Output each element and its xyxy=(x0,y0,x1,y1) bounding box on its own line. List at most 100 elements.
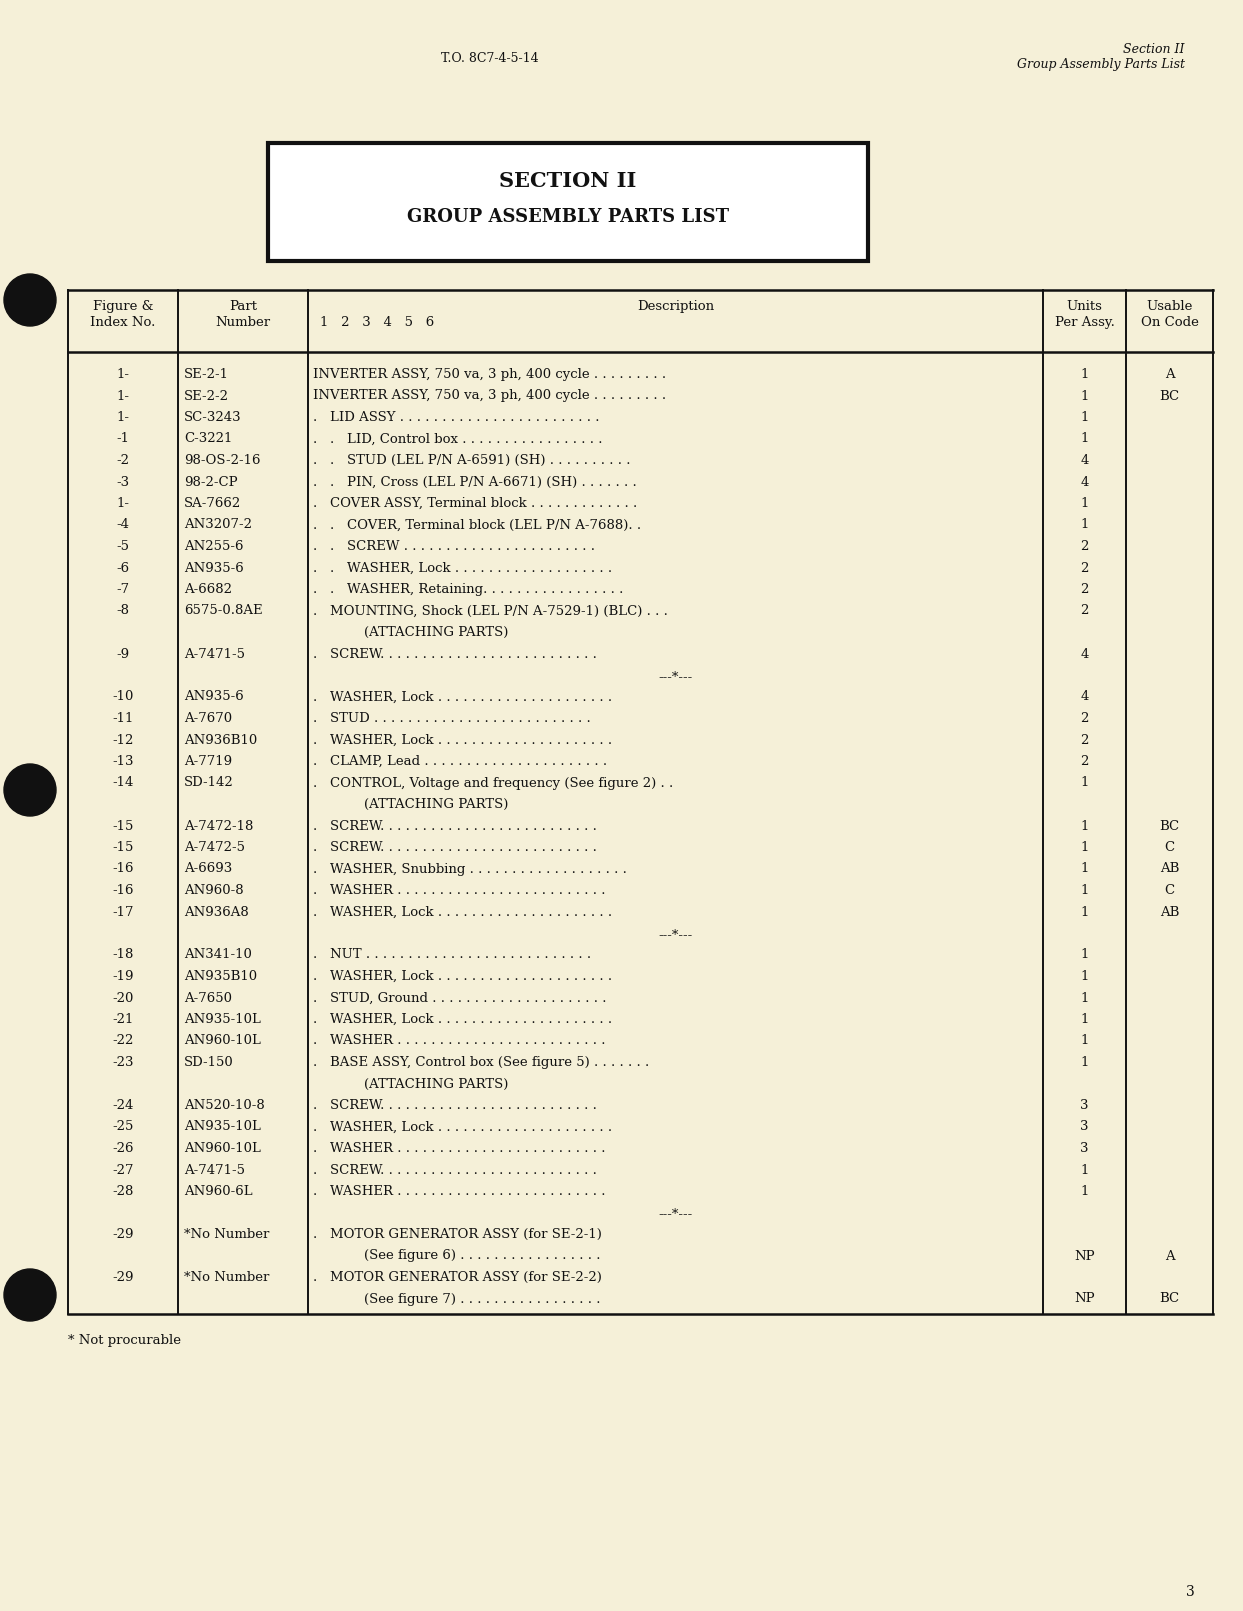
Text: AN255-6: AN255-6 xyxy=(184,540,244,553)
Text: A-7650: A-7650 xyxy=(184,991,232,1005)
Text: (ATTACHING PARTS): (ATTACHING PARTS) xyxy=(313,797,508,810)
Text: *No Number: *No Number xyxy=(184,1271,270,1284)
Text: .   CLAMP, Lead . . . . . . . . . . . . . . . . . . . . . .: . CLAMP, Lead . . . . . . . . . . . . . … xyxy=(313,756,607,768)
Text: -15: -15 xyxy=(112,841,134,854)
Text: 4: 4 xyxy=(1080,454,1089,467)
Text: .   COVER ASSY, Terminal block . . . . . . . . . . . . .: . COVER ASSY, Terminal block . . . . . .… xyxy=(313,498,638,511)
Text: -22: -22 xyxy=(112,1034,134,1047)
Text: BC: BC xyxy=(1160,1292,1180,1305)
Text: A: A xyxy=(1165,1250,1175,1263)
Text: 4: 4 xyxy=(1080,648,1089,661)
Text: * Not procurable: * Not procurable xyxy=(68,1334,181,1347)
Text: AN3207-2: AN3207-2 xyxy=(184,519,252,532)
Text: *No Number: *No Number xyxy=(184,1228,270,1240)
Text: 1: 1 xyxy=(1080,905,1089,918)
Text: A-7471-5: A-7471-5 xyxy=(184,648,245,661)
Bar xyxy=(268,143,868,261)
Text: 1: 1 xyxy=(1080,991,1089,1005)
Text: .   .   LID, Control box . . . . . . . . . . . . . . . . .: . . LID, Control box . . . . . . . . . .… xyxy=(313,432,603,446)
Text: AN936A8: AN936A8 xyxy=(184,905,249,918)
Text: -9: -9 xyxy=(117,648,129,661)
Text: .   WASHER . . . . . . . . . . . . . . . . . . . . . . . . .: . WASHER . . . . . . . . . . . . . . . .… xyxy=(313,884,605,897)
Text: .   MOTOR GENERATOR ASSY (for SE-2-2): . MOTOR GENERATOR ASSY (for SE-2-2) xyxy=(313,1271,602,1284)
Text: .   WASHER . . . . . . . . . . . . . . . . . . . . . . . . .: . WASHER . . . . . . . . . . . . . . . .… xyxy=(313,1142,605,1155)
Text: (See figure 6) . . . . . . . . . . . . . . . . .: (See figure 6) . . . . . . . . . . . . .… xyxy=(313,1250,600,1263)
Text: 2: 2 xyxy=(1080,604,1089,617)
Text: AN935-6: AN935-6 xyxy=(184,691,244,704)
Text: SA-7662: SA-7662 xyxy=(184,498,241,511)
Text: 1-: 1- xyxy=(117,367,129,380)
Text: -16: -16 xyxy=(112,862,134,875)
Text: 1: 1 xyxy=(1080,820,1089,833)
Text: BC: BC xyxy=(1160,820,1180,833)
Text: -4: -4 xyxy=(117,519,129,532)
Text: .   CONTROL, Voltage and frequency (See figure 2) . .: . CONTROL, Voltage and frequency (See fi… xyxy=(313,777,674,789)
Text: SD-142: SD-142 xyxy=(184,777,234,789)
Text: 3: 3 xyxy=(1080,1142,1089,1155)
Text: -14: -14 xyxy=(112,777,134,789)
Text: 1-: 1- xyxy=(117,498,129,511)
Text: -11: -11 xyxy=(112,712,134,725)
Text: .   BASE ASSY, Control box (See figure 5) . . . . . . .: . BASE ASSY, Control box (See figure 5) … xyxy=(313,1055,649,1070)
Text: GROUP ASSEMBLY PARTS LIST: GROUP ASSEMBLY PARTS LIST xyxy=(406,208,728,226)
Text: SE-2-2: SE-2-2 xyxy=(184,390,229,403)
Circle shape xyxy=(4,1269,56,1321)
Text: Group Assembly Parts List: Group Assembly Parts List xyxy=(1017,58,1185,71)
Text: SE-2-1: SE-2-1 xyxy=(184,367,229,380)
Text: -3: -3 xyxy=(117,475,129,488)
Text: 1: 1 xyxy=(1080,777,1089,789)
Text: A-7472-5: A-7472-5 xyxy=(184,841,245,854)
Text: AN936B10: AN936B10 xyxy=(184,733,257,746)
Text: 1: 1 xyxy=(1080,1163,1089,1176)
Text: .   WASHER, Lock . . . . . . . . . . . . . . . . . . . . .: . WASHER, Lock . . . . . . . . . . . . .… xyxy=(313,905,612,918)
Text: .   SCREW. . . . . . . . . . . . . . . . . . . . . . . . . .: . SCREW. . . . . . . . . . . . . . . . .… xyxy=(313,1099,597,1112)
Text: (ATTACHING PARTS): (ATTACHING PARTS) xyxy=(313,1078,508,1091)
Text: 1: 1 xyxy=(1080,949,1089,962)
Text: AN520-10-8: AN520-10-8 xyxy=(184,1099,265,1112)
Text: -20: -20 xyxy=(112,991,134,1005)
Text: A: A xyxy=(1165,367,1175,380)
Text: A-7471-5: A-7471-5 xyxy=(184,1163,245,1176)
Text: .   WASHER, Lock . . . . . . . . . . . . . . . . . . . . .: . WASHER, Lock . . . . . . . . . . . . .… xyxy=(313,691,612,704)
Text: .   SCREW. . . . . . . . . . . . . . . . . . . . . . . . . .: . SCREW. . . . . . . . . . . . . . . . .… xyxy=(313,648,597,661)
Text: 1: 1 xyxy=(1080,1034,1089,1047)
Text: 4: 4 xyxy=(1080,691,1089,704)
Text: AN960-6L: AN960-6L xyxy=(184,1186,252,1199)
Text: 1: 1 xyxy=(1080,498,1089,511)
Text: (ATTACHING PARTS): (ATTACHING PARTS) xyxy=(313,627,508,640)
Text: SC-3243: SC-3243 xyxy=(184,411,241,424)
Text: 1-: 1- xyxy=(117,411,129,424)
Text: -5: -5 xyxy=(117,540,129,553)
Text: 1: 1 xyxy=(1080,367,1089,380)
Text: -27: -27 xyxy=(112,1163,134,1176)
Text: 98-OS-2-16: 98-OS-2-16 xyxy=(184,454,261,467)
Text: 2: 2 xyxy=(1080,756,1089,768)
Text: On Code: On Code xyxy=(1141,316,1198,329)
Text: -7: -7 xyxy=(117,583,129,596)
Text: .   WASHER, Lock . . . . . . . . . . . . . . . . . . . . .: . WASHER, Lock . . . . . . . . . . . . .… xyxy=(313,970,612,983)
Text: NP: NP xyxy=(1074,1250,1095,1263)
Text: AN935-10L: AN935-10L xyxy=(184,1121,261,1134)
Text: 2: 2 xyxy=(1080,733,1089,746)
Text: 3: 3 xyxy=(1186,1585,1195,1600)
Text: AN960-10L: AN960-10L xyxy=(184,1034,261,1047)
Text: .   WASHER . . . . . . . . . . . . . . . . . . . . . . . . .: . WASHER . . . . . . . . . . . . . . . .… xyxy=(313,1186,605,1199)
Text: AN935-10L: AN935-10L xyxy=(184,1013,261,1026)
Text: (See figure 7) . . . . . . . . . . . . . . . . .: (See figure 7) . . . . . . . . . . . . .… xyxy=(313,1292,600,1305)
Text: .   .   COVER, Terminal block (LEL P/N A-7688). .: . . COVER, Terminal block (LEL P/N A-768… xyxy=(313,519,641,532)
Text: 1: 1 xyxy=(1080,390,1089,403)
Text: A-6693: A-6693 xyxy=(184,862,232,875)
Text: .   SCREW. . . . . . . . . . . . . . . . . . . . . . . . . .: . SCREW. . . . . . . . . . . . . . . . .… xyxy=(313,820,597,833)
Text: -26: -26 xyxy=(112,1142,134,1155)
Text: Section II: Section II xyxy=(1124,43,1185,56)
Text: -19: -19 xyxy=(112,970,134,983)
Text: Per Assy.: Per Assy. xyxy=(1054,316,1115,329)
Text: -18: -18 xyxy=(112,949,134,962)
Text: -24: -24 xyxy=(112,1099,134,1112)
Text: .   WASHER, Snubbing . . . . . . . . . . . . . . . . . . .: . WASHER, Snubbing . . . . . . . . . . .… xyxy=(313,862,626,875)
Text: .   LID ASSY . . . . . . . . . . . . . . . . . . . . . . . .: . LID ASSY . . . . . . . . . . . . . . .… xyxy=(313,411,599,424)
Text: 1: 1 xyxy=(1080,1186,1089,1199)
Text: AB: AB xyxy=(1160,862,1180,875)
Text: -29: -29 xyxy=(112,1228,134,1240)
Text: ---*---: ---*--- xyxy=(659,1208,692,1221)
